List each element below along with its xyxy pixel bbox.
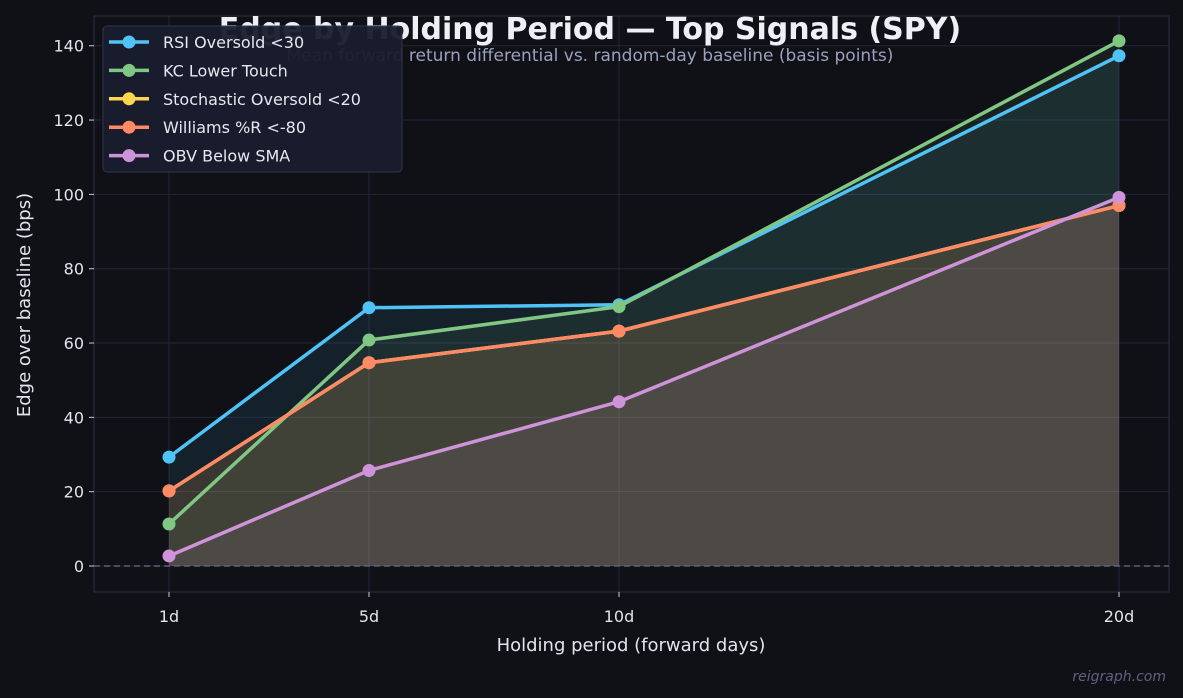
series-fill: [169, 55, 1119, 566]
y-axis-label: Edge over baseline (bps): [14, 193, 35, 417]
legend-item: Stochastic Oversold <20: [109, 90, 361, 109]
plot-area: [93, 15, 1170, 593]
legend-marker: [122, 63, 136, 77]
y-tick-label: 140: [53, 37, 84, 56]
data-point: [162, 517, 176, 531]
legend-box: [102, 25, 403, 173]
legend-marker: [122, 120, 136, 134]
watermark: reigraph.com: [1072, 669, 1166, 685]
legend-item: RSI Oversold <30: [109, 33, 304, 52]
legend-item: KC Lower Touch: [109, 61, 288, 80]
series-1: [162, 34, 1126, 531]
data-point: [1112, 34, 1126, 48]
y-tick-label: 0: [74, 557, 84, 576]
data-point: [362, 301, 376, 315]
series-line: [167, 203, 1121, 493]
legend-marker: [122, 35, 136, 49]
y-tick-label: 80: [64, 260, 84, 279]
data-point: [1112, 190, 1126, 204]
legend-item: Williams %R <-80: [109, 118, 306, 137]
data-point: [612, 395, 626, 409]
series-line: [167, 39, 1121, 526]
y-tick-label: 60: [64, 334, 84, 353]
legend-item: OBV Below SMA: [109, 147, 290, 166]
legend-label: RSI Oversold <30: [163, 33, 304, 52]
data-point: [612, 324, 626, 338]
x-tick-label: 20d: [1104, 607, 1135, 626]
y-tick-label: 20: [64, 483, 84, 502]
y-axis-ticks: 0 20 40 60 80 100 120 140: [53, 37, 94, 576]
legend: RSI Oversold <30 KC Lower Touch Stochastic…: [102, 25, 403, 173]
data-point: [162, 450, 176, 464]
legend-label: KC Lower Touch: [163, 61, 288, 80]
data-point: [162, 484, 176, 498]
data-point: [612, 300, 626, 314]
y-tick-label: 120: [53, 111, 84, 130]
legend-label: OBV Below SMA: [163, 147, 290, 166]
series-lines: [162, 34, 1126, 563]
x-axis-ticks: 1d 5d 10d 20d: [159, 592, 1134, 626]
data-point: [162, 549, 176, 563]
legend-label: Williams %R <-80: [163, 118, 306, 137]
legend-marker: [122, 149, 136, 163]
legend-marker: [122, 92, 136, 106]
series-line: [167, 195, 1121, 558]
x-tick-label: 5d: [359, 607, 379, 626]
x-tick-label: 1d: [159, 607, 179, 626]
chart-subtitle: Mean forward return differential vs. ran…: [287, 46, 894, 66]
data-point: [362, 356, 376, 370]
x-tick-label: 10d: [604, 607, 635, 626]
series-line: [167, 54, 1121, 459]
series-fill: [169, 197, 1119, 566]
x-axis-label: Holding period (forward days): [497, 635, 766, 656]
data-point: [362, 333, 376, 347]
series-4: [162, 190, 1126, 563]
legend-label: Stochastic Oversold <20: [163, 90, 361, 109]
data-point: [362, 463, 376, 477]
data-point: [1112, 49, 1126, 63]
y-tick-label: 40: [64, 408, 84, 427]
y-tick-label: 100: [53, 185, 84, 204]
